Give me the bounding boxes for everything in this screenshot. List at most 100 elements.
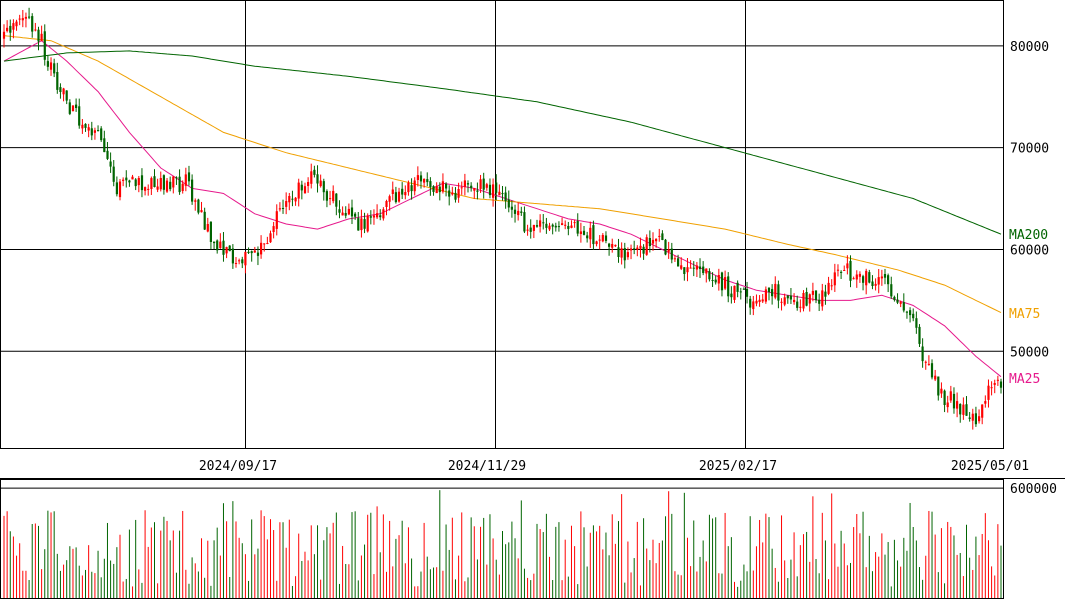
candle-up xyxy=(332,190,335,202)
candle-down xyxy=(905,311,908,313)
candle-down xyxy=(316,174,319,184)
candle-down xyxy=(727,276,730,297)
candle-down xyxy=(896,299,899,303)
candle-up xyxy=(865,270,868,286)
candle-up xyxy=(601,235,604,242)
candle-down xyxy=(322,181,325,193)
candle-down xyxy=(90,128,93,136)
candle-down xyxy=(535,225,539,227)
candle-down xyxy=(720,272,724,291)
candle-up xyxy=(658,235,661,237)
candle-down xyxy=(999,381,1003,388)
candle-up xyxy=(579,231,582,234)
candle-up xyxy=(87,127,90,131)
candle-down xyxy=(708,271,711,280)
candle-up xyxy=(846,263,849,269)
candle-down xyxy=(623,248,626,261)
candle-up xyxy=(266,243,269,244)
candle-down xyxy=(209,221,212,242)
candle-up xyxy=(733,285,736,300)
candle-up xyxy=(539,220,542,227)
candle-up xyxy=(755,300,758,304)
date-tick-label: 2024/09/17 xyxy=(199,459,277,474)
candle-down xyxy=(714,279,717,283)
candle-down xyxy=(968,417,971,419)
candle-up xyxy=(843,270,846,271)
candle-down xyxy=(53,63,56,74)
candle-up xyxy=(680,265,683,269)
candle-down xyxy=(871,281,874,286)
candle-down xyxy=(335,193,338,207)
candle-up xyxy=(724,277,727,289)
candle-up xyxy=(924,361,927,363)
candle-down xyxy=(247,251,250,253)
candle-down xyxy=(974,413,977,425)
candle-down xyxy=(683,267,686,274)
candle-down xyxy=(429,181,432,188)
candle-down xyxy=(617,247,620,257)
candle-up xyxy=(949,391,952,401)
candle-up xyxy=(689,267,692,269)
candle-up xyxy=(811,290,814,295)
candle-down xyxy=(115,182,118,195)
candle-up xyxy=(310,171,313,184)
candle-up xyxy=(651,239,655,244)
candle-up xyxy=(303,186,307,194)
candle-down xyxy=(438,186,441,193)
candle-up xyxy=(981,404,984,418)
candle-up xyxy=(611,244,614,248)
volume-tick-label: 600000 xyxy=(1010,482,1057,497)
candle-up xyxy=(629,248,633,251)
candle-up xyxy=(347,208,350,215)
candle-down xyxy=(670,248,673,260)
candle-up xyxy=(517,210,520,216)
candle-down xyxy=(805,292,808,306)
candle-up xyxy=(391,189,394,194)
candle-down xyxy=(767,287,771,292)
candle-down xyxy=(814,290,818,301)
candle-down xyxy=(338,209,341,213)
candle-up xyxy=(93,130,96,133)
candle-down xyxy=(134,179,137,187)
candle-down xyxy=(354,213,357,217)
candle-up xyxy=(144,187,147,191)
candlesticks xyxy=(2,7,1003,430)
candle-up xyxy=(200,210,203,213)
candle-up xyxy=(131,176,134,180)
moving-average-legend: MA200 MA75 MA25 xyxy=(1009,228,1048,387)
candle-down xyxy=(325,191,328,201)
candle-down xyxy=(576,221,579,234)
candle-down xyxy=(476,190,479,192)
date-tick-label: 2025/02/17 xyxy=(699,459,777,474)
candle-up xyxy=(81,124,84,129)
candle-down xyxy=(513,209,517,214)
candle-down xyxy=(909,310,912,316)
date-axis: 2024/09/17 2024/11/29 2025/02/17 2025/05… xyxy=(199,459,1029,474)
candle-down xyxy=(862,276,865,283)
candle-down xyxy=(162,175,165,190)
candle-up xyxy=(15,21,18,27)
candle-up xyxy=(2,31,6,39)
candle-up xyxy=(783,297,786,305)
candle-down xyxy=(930,363,934,378)
candle-down xyxy=(369,216,372,218)
candle-up xyxy=(830,285,833,287)
candle-down xyxy=(379,215,382,218)
candle-down xyxy=(824,291,827,297)
candle-up xyxy=(899,302,902,304)
candle-up xyxy=(285,201,288,207)
candle-down xyxy=(664,239,667,255)
candle-up xyxy=(413,180,416,192)
candle-down xyxy=(520,211,523,213)
candle-up xyxy=(385,201,388,207)
candle-up xyxy=(278,208,281,210)
candle-up xyxy=(758,299,761,302)
candle-down xyxy=(551,224,554,227)
candle-up xyxy=(49,62,53,70)
candle-down xyxy=(56,72,59,90)
candle-down xyxy=(250,251,253,254)
candle-up xyxy=(244,251,247,266)
candle-up xyxy=(382,209,385,219)
candle-up xyxy=(238,260,241,262)
candle-down xyxy=(702,266,705,273)
